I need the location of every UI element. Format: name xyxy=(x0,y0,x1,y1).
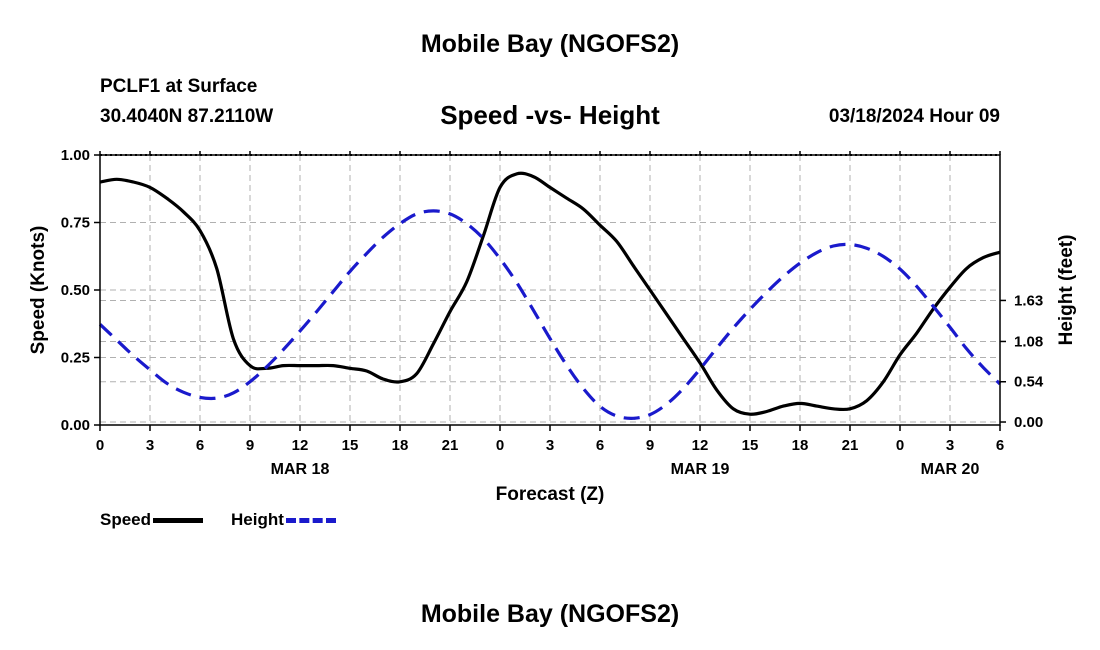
grid xyxy=(99,154,1001,426)
x-date-label: MAR 20 xyxy=(921,461,980,478)
legend-height: Height xyxy=(231,510,336,530)
legend-speed-swatch xyxy=(153,517,204,523)
y2-tick-label: 1.08 xyxy=(1014,333,1043,350)
y-axis-label-left: Speed (Knots) xyxy=(28,226,49,355)
coordinates-label: 30.4040N 87.2110W xyxy=(100,106,274,127)
ticks: 0 3 6 9 12 15 18 21 0 3 6 9 12 15 18 21 0 3 6 MAR 18 MAR 19 M… xyxy=(61,147,1044,478)
y2-tick-label: 1.63 xyxy=(1014,292,1043,309)
y2-tick-label: 0.54 xyxy=(1014,374,1044,391)
x-date-label: MAR 19 xyxy=(671,461,730,478)
x-tick-label: 15 xyxy=(342,437,359,454)
speed-height-chart: 0 3 6 9 12 15 18 21 0 3 6 9 12 15 18 21 0 3 6 MAR 18 MAR 19 M… xyxy=(28,147,1077,505)
x-tick-label: 18 xyxy=(792,437,809,454)
x-tick-label: 6 xyxy=(596,437,604,454)
chart-subtitle: Speed -vs- Height xyxy=(440,100,660,130)
x-tick-label: 12 xyxy=(292,437,309,454)
page-title: Mobile Bay (NGOFS2) xyxy=(420,30,680,58)
station-label: PCLF1 at Surface xyxy=(100,76,258,97)
x-tick-label: 0 xyxy=(896,437,904,454)
x-tick-label: 6 xyxy=(996,437,1004,454)
y2-tick-label: 0.00 xyxy=(1014,414,1043,431)
x-tick-label: 0 xyxy=(96,437,104,454)
legend-speed: Speed xyxy=(100,510,204,530)
x-axis-label: Forecast (Z) xyxy=(496,484,605,505)
series xyxy=(98,171,1002,420)
x-tick-label: 9 xyxy=(246,437,254,454)
series-line-speed xyxy=(99,171,1001,416)
y-tick-label: 0.50 xyxy=(61,282,90,299)
x-tick-label: 3 xyxy=(546,437,554,454)
x-tick-label: 9 xyxy=(646,437,654,454)
y-tick-label: 0.25 xyxy=(61,350,90,367)
x-tick-label: 6 xyxy=(196,437,204,454)
x-tick-label: 3 xyxy=(146,437,154,454)
x-tick-label: 21 xyxy=(842,437,859,454)
x-date-label: MAR 18 xyxy=(271,461,330,478)
y-tick-label: 0.75 xyxy=(61,215,90,232)
legend-height-swatch xyxy=(285,517,336,523)
forecast-datetime: 03/18/2024 Hour 09 xyxy=(828,106,1000,127)
x-tick-label: 15 xyxy=(742,437,759,454)
y-axis-label-right: Height (feet) xyxy=(1056,235,1077,346)
x-tick-label: 21 xyxy=(442,437,459,454)
x-tick-label: 0 xyxy=(496,437,504,454)
legend-speed-label: Speed xyxy=(100,510,152,529)
y-tick-label: 0.00 xyxy=(61,417,90,434)
x-tick-label: 18 xyxy=(392,437,409,454)
series-line-height xyxy=(98,209,1002,420)
x-tick-label: 12 xyxy=(692,437,709,454)
legend-height-label: Height xyxy=(231,510,284,529)
x-tick-label: 3 xyxy=(946,437,954,454)
y-tick-label: 1.00 xyxy=(61,147,90,164)
footer-title: Mobile Bay (NGOFS2) xyxy=(420,600,680,628)
